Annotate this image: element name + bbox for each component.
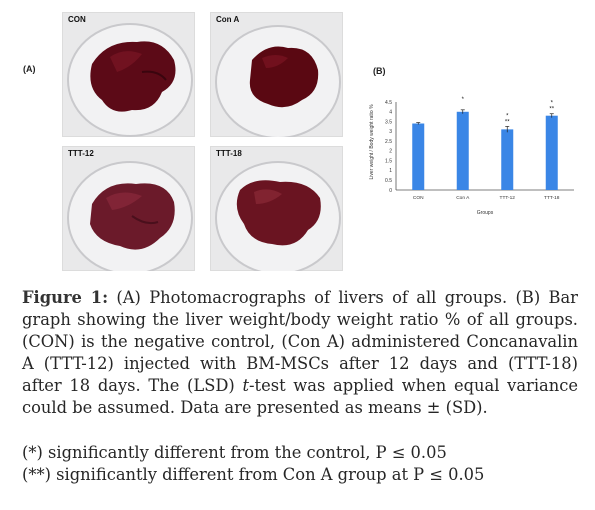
significance-marker: * <box>462 97 465 103</box>
y-tick-label: 2.5 <box>385 139 392 145</box>
photo-label-con: CON <box>68 15 86 24</box>
y-tick-label: 4 <box>389 110 392 116</box>
y-tick-label: 3.5 <box>385 119 392 125</box>
significance-marker: * <box>551 101 554 107</box>
liver-photo-ttt-12: TTT-12 <box>62 146 195 271</box>
panel-b-label: (B) <box>373 66 386 76</box>
significance-note-2: (**) significantly different from Con A … <box>22 465 485 484</box>
y-tick-label: 3 <box>389 129 392 135</box>
caption-text: (A) Photomacrographs of livers of all gr… <box>22 288 578 395</box>
y-tick-label: 2 <box>389 149 392 155</box>
x-tick-label: TTT-18 <box>544 195 560 201</box>
liver-image-ttt-12 <box>67 161 193 271</box>
caption-t-italic: t <box>242 376 250 395</box>
significance-marker: * <box>506 113 509 119</box>
significance-marker: ** <box>549 107 554 113</box>
liver-image-con-a <box>215 25 341 137</box>
chart-x-axis-label: Groups <box>477 210 494 216</box>
y-tick-label: 4.5 <box>385 100 392 106</box>
liver-photo-con: CON <box>62 12 195 137</box>
figure-caption: Figure 1: (A) Photomacrographs of livers… <box>22 287 578 419</box>
bar-chart: Liver weight / Body weight ratio % 0 0.5 1… <box>369 97 574 216</box>
x-tick-label: TTT-12 <box>500 195 516 201</box>
panel-a-label: (A) <box>23 64 36 74</box>
chart-y-axis-label: Liver weight / Body weight ratio % <box>369 104 375 180</box>
photo-label-ttt-18: TTT-18 <box>216 149 242 158</box>
liver-image-con <box>67 23 193 137</box>
x-tick-label: CON <box>413 195 424 201</box>
y-tick-label: 1.5 <box>385 158 392 164</box>
photo-label-con-a: Con A <box>216 15 240 24</box>
caption-text-end: -test was applied when equal variance co… <box>22 376 578 417</box>
bar-con <box>412 123 425 190</box>
figure-label: Figure 1: <box>22 288 109 307</box>
liver-photo-con-a: Con A <box>210 12 343 137</box>
liver-photo-ttt-18: TTT-18 <box>210 146 343 271</box>
liver-image-ttt-18 <box>215 161 341 271</box>
significance-marker: ** <box>505 119 510 125</box>
y-tick-label: 0.5 <box>385 178 392 184</box>
y-tick-label: 1 <box>389 168 392 174</box>
y-tick-label: 0 <box>389 188 392 194</box>
bar-ttt-12 <box>501 129 514 190</box>
photo-label-ttt-12: TTT-12 <box>68 149 94 158</box>
bar-ttt-18 <box>545 115 558 190</box>
significance-note-1: (*) significantly different from the con… <box>22 443 447 462</box>
bar-con-a <box>456 111 469 190</box>
x-tick-label: Con A <box>456 195 470 201</box>
